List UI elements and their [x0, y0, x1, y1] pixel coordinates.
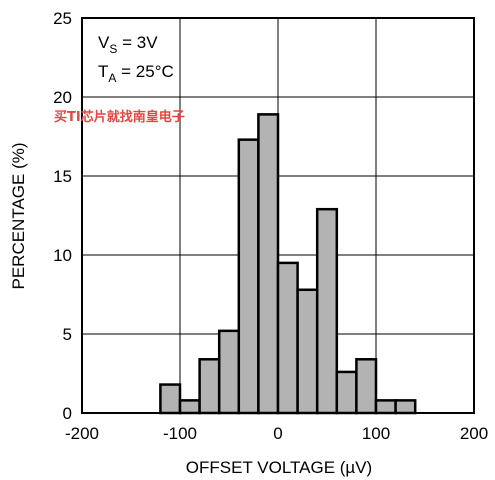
y-tick-labels: 0 5 10 15 20 25: [53, 9, 72, 423]
plot-frame: [81, 17, 475, 414]
conditions-annotation: VS = 3V TA = 25°C: [98, 33, 174, 85]
histogram-bar: [394, 399, 417, 415]
y-tick-label: 10: [53, 246, 72, 265]
histogram-bar: [335, 370, 358, 415]
histogram-bar: [198, 358, 221, 415]
histogram-bar: [178, 399, 201, 415]
x-tick-label: -200: [65, 424, 99, 443]
x-axis-label: OFFSET VOLTAGE (µV): [186, 458, 372, 477]
x-tick-label: 200: [460, 424, 488, 443]
histogram-bar: [257, 113, 280, 415]
y-tick-label: 25: [53, 9, 72, 28]
histogram-bar: [296, 288, 319, 415]
y-axis-label: PERCENTAGE (%): [9, 142, 28, 289]
y-tick-label: 0: [63, 404, 72, 423]
x-tick-labels: -200 -100 0 100 200: [65, 424, 488, 443]
y-tick-label: 5: [63, 325, 72, 344]
x-tick-label: 0: [273, 424, 282, 443]
histogram-bar: [217, 329, 241, 415]
y-tick-label: 15: [53, 167, 72, 186]
y-tick-label: 20: [53, 88, 72, 107]
annotation-line: VS = 3V: [98, 33, 158, 56]
histogram-bar: [315, 207, 339, 415]
histogram-bar: [159, 383, 182, 415]
watermark-text: 买TI芯片就找南皇电子: [54, 109, 185, 125]
x-tick-label: -100: [163, 424, 197, 443]
annotation-line: TA = 25°C: [98, 62, 174, 85]
histogram-bar: [355, 358, 378, 415]
bars: [159, 113, 417, 415]
x-tick-label: 100: [362, 424, 390, 443]
histogram-bar: [276, 261, 299, 415]
histogram-bar: [374, 399, 397, 415]
histogram-bar: [237, 138, 260, 415]
